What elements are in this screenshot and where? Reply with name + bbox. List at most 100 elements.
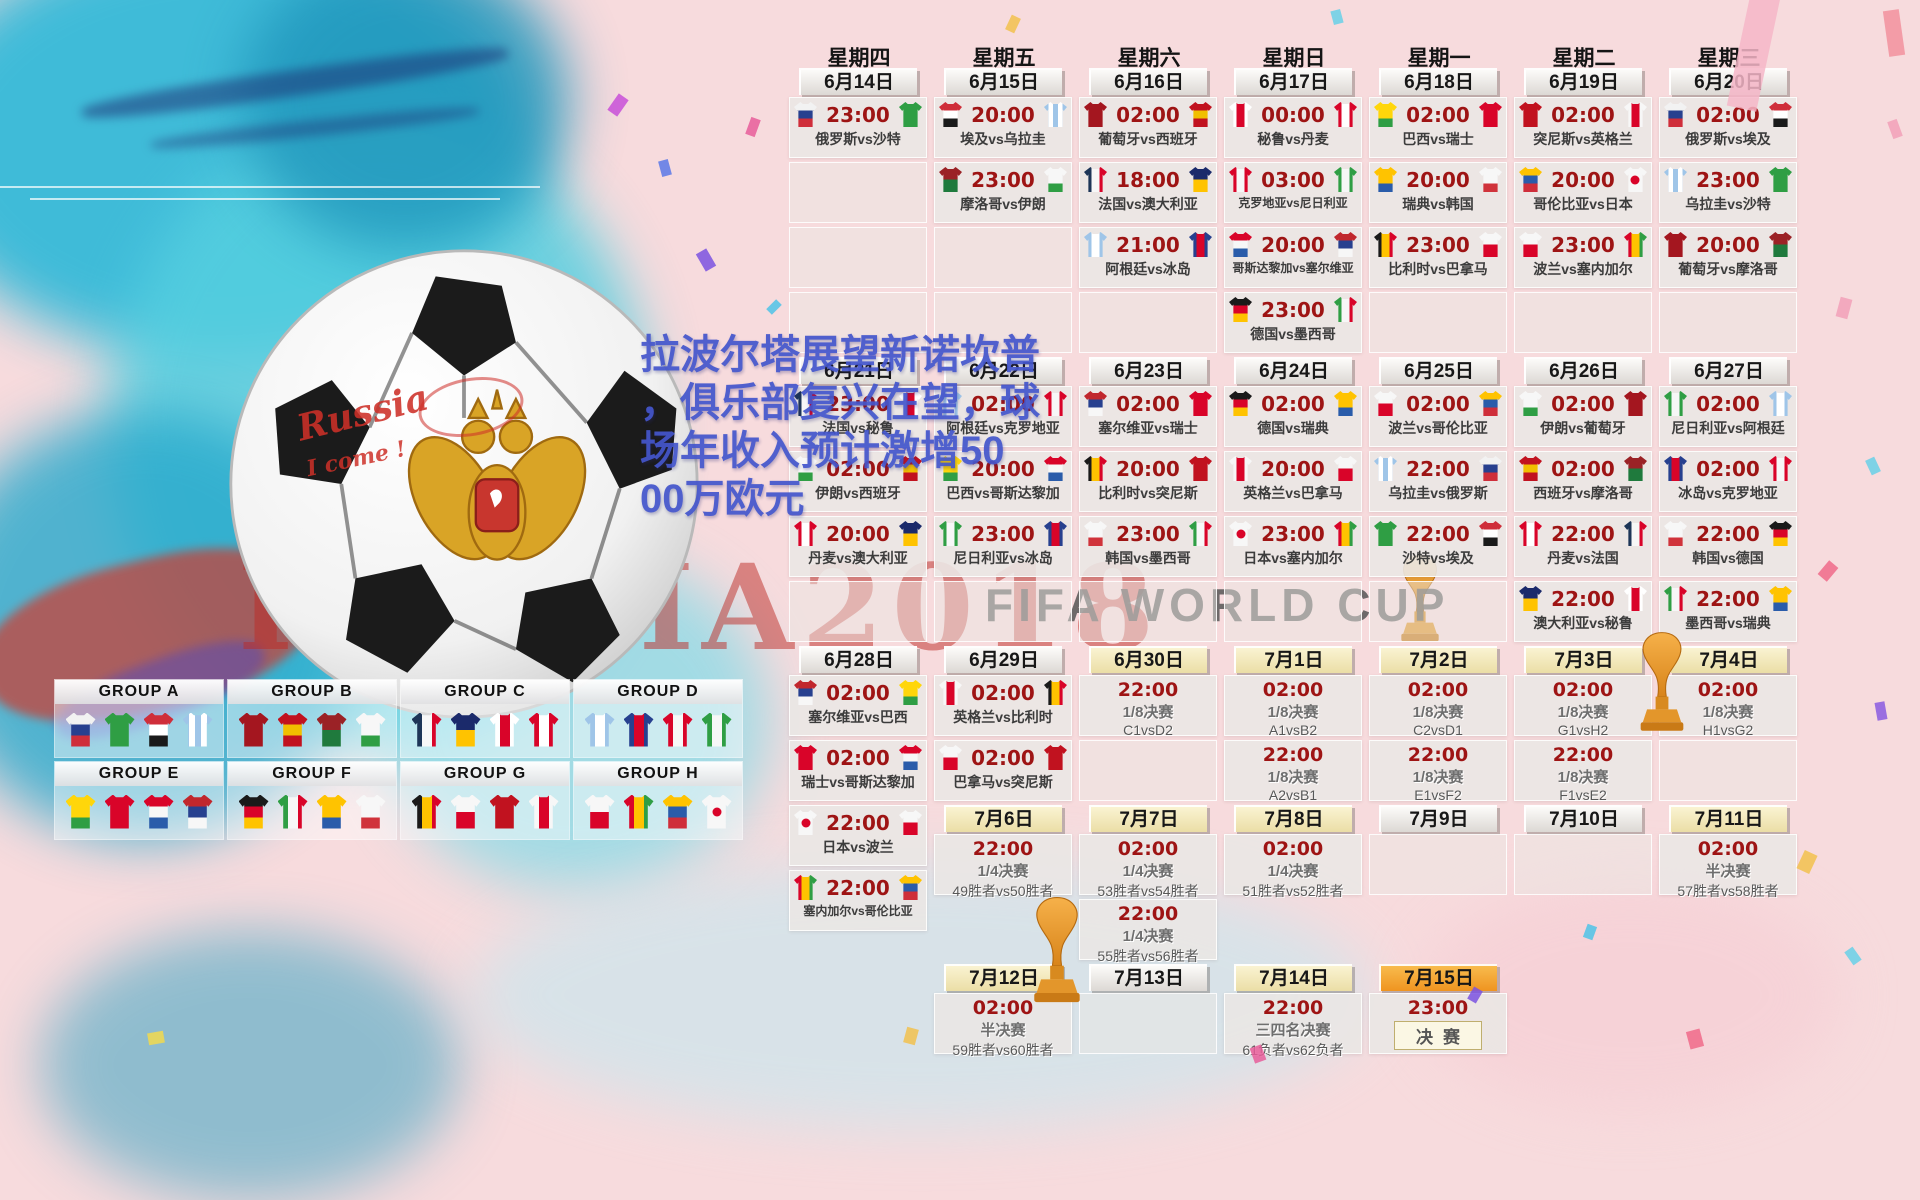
- match-row: 20:00: [935, 98, 1071, 127]
- match-cell: 02:00 德国vs瑞典: [1224, 386, 1362, 447]
- empty-cell: [934, 292, 1072, 353]
- jersey-icon: [1519, 232, 1542, 257]
- jersey-icon: [1664, 521, 1687, 546]
- match-teams: 克罗地亚vs尼日利亚: [1238, 196, 1348, 210]
- match-teams: 塞尔维亚vs巴西: [808, 709, 908, 725]
- headline-line: 场年收入预计激增50: [640, 429, 1005, 473]
- confetti: [607, 93, 629, 117]
- match-time: 20:00: [826, 521, 890, 546]
- confetti: [1874, 701, 1888, 721]
- match-time: 02:00: [1551, 391, 1615, 416]
- match-row: 02:00: [935, 387, 1071, 416]
- knockout-cell: 22:00 1/8决赛 C1vsD2: [1079, 675, 1217, 738]
- knockout-pairing: 49胜者vs50胜者: [952, 883, 1054, 899]
- headline-line: ，俱乐部复兴在望，球: [640, 381, 1040, 425]
- jersey-icon: [1623, 456, 1647, 481]
- group-label: GROUP F: [228, 762, 396, 786]
- knockout-pairing: C1vsD2: [1123, 722, 1173, 738]
- jersey-icon: [939, 102, 962, 127]
- match-teams: 葡萄牙vs摩洛哥: [1678, 261, 1778, 277]
- date-header: 7月6日: [944, 805, 1062, 832]
- jersey-icon: [1229, 456, 1252, 481]
- jersey-icon: [411, 712, 442, 747]
- jersey-icon: [65, 712, 96, 747]
- knockout-time: 02:00: [1697, 838, 1759, 860]
- empty-cell: [789, 227, 927, 288]
- match-cell: 02:00 冰岛vs克罗地亚: [1659, 451, 1797, 512]
- empty-cell: [934, 581, 1072, 642]
- empty-cell: [1369, 581, 1507, 642]
- match-time: 23:00: [826, 102, 890, 127]
- match-time: 23:00: [1116, 521, 1180, 546]
- match-cell: 02:00 巴西vs瑞士: [1369, 97, 1507, 158]
- jersey-icon: [238, 794, 269, 829]
- jersey-icon: [1043, 167, 1067, 192]
- match-cell: 22:00 乌拉圭vs俄罗斯: [1369, 451, 1507, 512]
- match-teams: 英格兰vs巴拿马: [1243, 485, 1343, 501]
- jersey-icon: [1623, 232, 1647, 257]
- jersey-icon: [1768, 232, 1792, 257]
- jersey-icon: [1084, 456, 1107, 481]
- jersey-icon: [1519, 167, 1542, 192]
- match-cell: 20:00 哥斯达黎加vs塞尔维亚: [1224, 227, 1362, 288]
- jersey-icon: [898, 810, 922, 835]
- white-line: [0, 186, 540, 188]
- date-header: 7月7日: [1089, 805, 1207, 832]
- jersey-icon: [411, 794, 442, 829]
- jersey-icon: [1664, 232, 1687, 257]
- match-teams: 法国vs澳大利亚: [1098, 196, 1198, 212]
- match-row: 20:00: [1080, 452, 1216, 481]
- match-teams: 突尼斯vs英格兰: [1533, 131, 1633, 147]
- match-row: 02:00: [1660, 387, 1796, 416]
- match-time: 23:00: [1261, 297, 1325, 322]
- match-row: 02:00: [1660, 452, 1796, 481]
- jersey-icon: [355, 712, 386, 747]
- empty-cell: [1224, 581, 1362, 642]
- jersey-icon: [316, 712, 347, 747]
- knockout-cell: 22:00 1/4决赛 55胜者vs56胜者: [1079, 899, 1217, 964]
- match-cell: 20:00 哥伦比亚vs日本: [1514, 162, 1652, 223]
- confetti: [745, 116, 761, 138]
- match-row: 22:00: [790, 806, 926, 835]
- match-time: 02:00: [1406, 391, 1470, 416]
- jersey-icon: [1229, 232, 1252, 257]
- jersey-icon: [182, 794, 213, 829]
- group-box: GROUP C: [401, 680, 569, 757]
- match-teams: 阿根廷vs冰岛: [1105, 261, 1191, 277]
- jersey-icon: [1478, 167, 1502, 192]
- knockout-time: 02:00: [972, 997, 1034, 1019]
- worldcup-trophy-icon: [1022, 893, 1092, 1018]
- empty-cell: [1369, 834, 1507, 895]
- empty-cell: [1659, 292, 1797, 353]
- group-teams: [55, 786, 223, 837]
- match-cell: 02:00 波兰vs哥伦比亚: [1369, 386, 1507, 447]
- date-header: 7月4日: [1669, 646, 1787, 673]
- group-label: GROUP B: [228, 680, 396, 704]
- match-teams: 摩洛哥vs伊朗: [960, 196, 1046, 212]
- match-time: 02:00: [1551, 456, 1615, 481]
- knockout-pairing: H1vsG2: [1702, 722, 1754, 738]
- knockout-pairing: 57胜者vs58胜者: [1677, 883, 1779, 899]
- date-header: 6月28日: [799, 646, 917, 673]
- match-teams: 沙特vs埃及: [1402, 550, 1474, 566]
- knockout-pairing: F1vsE2: [1559, 787, 1607, 803]
- match-time: 23:00: [971, 521, 1035, 546]
- match-teams: 俄罗斯vs埃及: [1685, 131, 1771, 147]
- date-header: 7月2日: [1379, 646, 1497, 673]
- jersey-icon: [1374, 456, 1397, 481]
- match-row: 20:00: [1225, 452, 1361, 481]
- match-row: 02:00: [1370, 387, 1506, 416]
- jersey-icon: [65, 794, 96, 829]
- jersey-icon: [1043, 680, 1067, 705]
- jersey-icon: [1664, 391, 1687, 416]
- knockout-stage: 半决赛: [980, 1022, 1026, 1039]
- knockout-stage: 1/4决赛: [1122, 928, 1174, 945]
- knockout-pairing: 59胜者vs60胜者: [952, 1042, 1054, 1058]
- group-teams: [401, 704, 569, 755]
- confetti: [1887, 118, 1903, 140]
- knockout-time: 02:00: [1407, 679, 1469, 701]
- match-time: 02:00: [1551, 102, 1615, 127]
- knockout-cell: 02:00 1/8决赛 G1vsH2: [1514, 675, 1652, 738]
- knockout-cell: 02:00 1/4决赛 51胜者vs52胜者: [1224, 834, 1362, 899]
